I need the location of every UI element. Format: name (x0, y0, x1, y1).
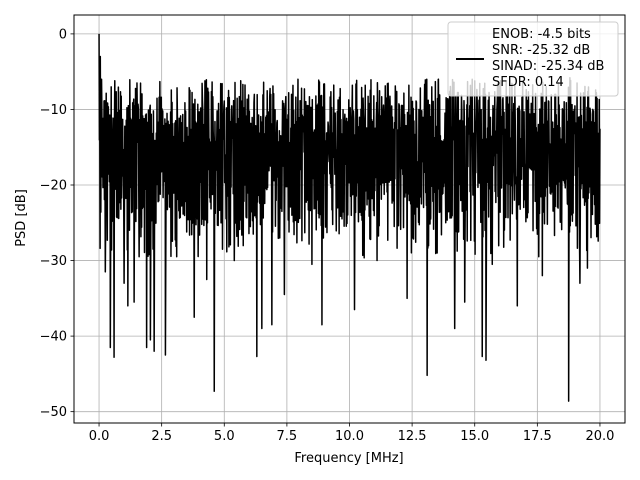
y-tick-label: −30 (40, 254, 67, 269)
legend-line-2: SINAD: -25.34 dB (492, 59, 604, 74)
legend-box (447, 21, 619, 97)
x-tick-label: 20.0 (585, 429, 614, 444)
x-tick-label: 0.0 (89, 429, 110, 444)
x-axis-ticks: 0.0 2.5 5.0 7.5 10.0 12.5 15.0 17.5 20.0 (89, 423, 614, 444)
psd-series-line (98, 33, 601, 402)
x-tick-label: 15.0 (460, 429, 489, 444)
y-tick-label: −50 (40, 405, 67, 420)
y-tick-label: −20 (40, 179, 67, 194)
x-tick-label: 17.5 (523, 429, 552, 444)
legend-line-3: SFDR: 0.14 (492, 75, 564, 90)
x-axis-label: Frequency [MHz] (294, 451, 403, 466)
legend-line-1: SNR: -25.32 dB (492, 43, 590, 58)
series-layer (98, 33, 601, 402)
y-tick-label: −10 (40, 103, 67, 118)
x-tick-label: 5.0 (214, 429, 235, 444)
legend-line-0: ENOB: -4.5 bits (492, 27, 591, 42)
legend: ENOB: -4.5 bits SNR: -25.32 dB SINAD: -2… (447, 21, 619, 97)
y-tick-label: 0 (59, 27, 67, 42)
x-tick-label: 10.0 (335, 429, 364, 444)
x-tick-label: 12.5 (398, 429, 427, 444)
y-axis-label: PSD [dB] (14, 189, 29, 247)
x-tick-label: 2.5 (151, 429, 172, 444)
x-tick-label: 7.5 (277, 429, 298, 444)
y-axis-ticks: 0 −10 −20 −30 −40 −50 (40, 27, 74, 420)
y-tick-label: −40 (40, 330, 67, 345)
